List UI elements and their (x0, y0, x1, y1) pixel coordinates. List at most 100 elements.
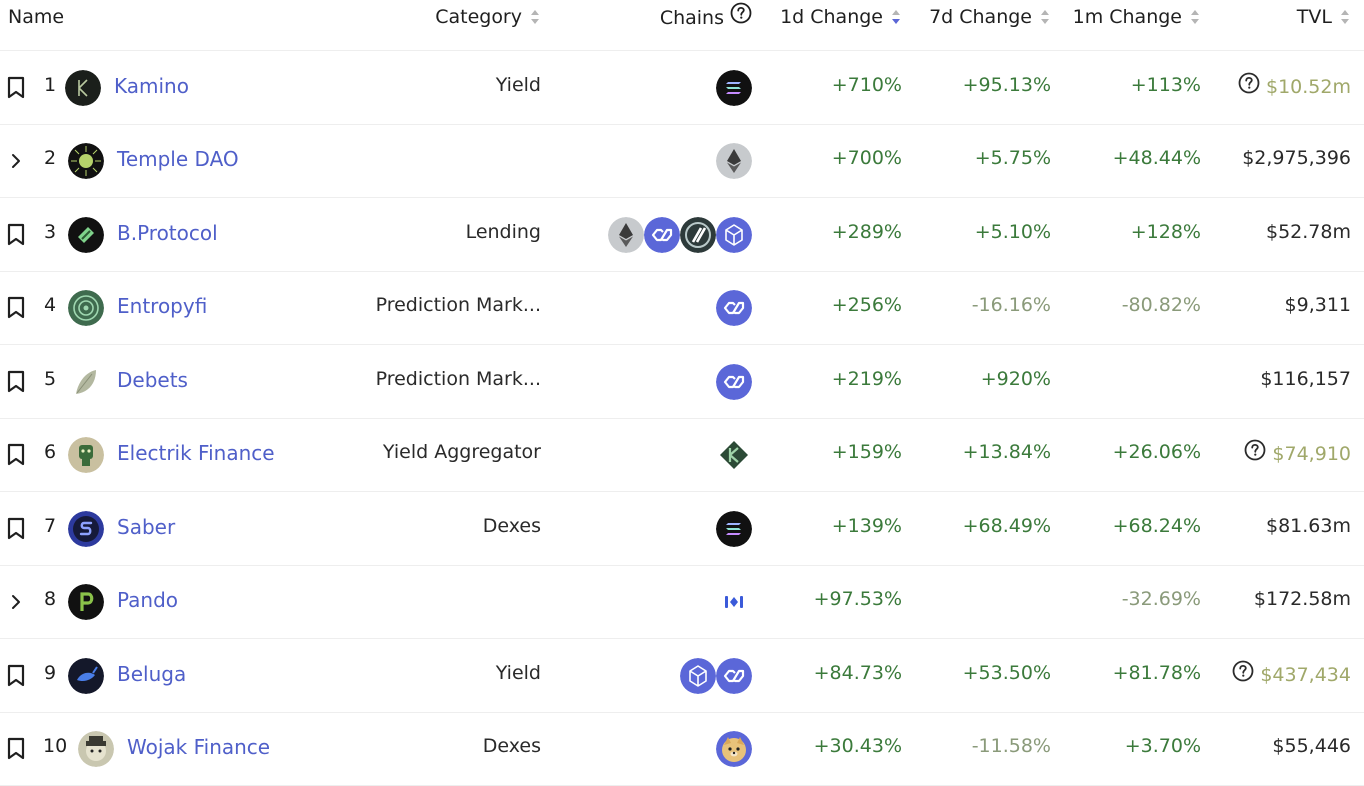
ethereum-chain-icon[interactable] (716, 143, 752, 179)
fantom-chain-icon[interactable] (716, 217, 752, 253)
protocol-name-link[interactable]: Temple DAO (117, 147, 239, 171)
bookmark-icon[interactable] (6, 517, 26, 541)
change-1m: +128% (1130, 221, 1201, 243)
tvl-cell: $116,157 (1260, 368, 1351, 390)
chevron-right-icon[interactable] (6, 149, 26, 173)
table-row[interactable]: 7 Saber Dexes +139% +68.49% +68.24% $81.63m (0, 492, 1364, 566)
protocol-name-link[interactable]: Pando (117, 588, 179, 612)
change-1d: +84.73% (813, 662, 902, 684)
help-circle-icon[interactable] (730, 2, 752, 31)
table-row[interactable]: 10 Wojak Finance Dexes +30.43% -11.58% +3.70%… (0, 712, 1364, 786)
chains-cell (716, 290, 752, 326)
polygon-chain-icon[interactable] (716, 290, 752, 326)
sort-icon[interactable] (1190, 9, 1200, 25)
protocol-name-link[interactable]: Entropyfi (117, 294, 208, 318)
tvl-cell: $437,434 (1232, 660, 1351, 689)
table-row[interactable]: 4 Entropyfi Prediction Mark... +256% -16.16%… (0, 271, 1364, 345)
change-7d: +13.84% (962, 441, 1051, 463)
sort-icon[interactable] (530, 9, 540, 25)
chains-cell (716, 364, 752, 400)
table-row[interactable]: 1 Kamino Yield +710% +95.13% +113% $10.52m (0, 51, 1364, 125)
change-1m: +68.24% (1112, 515, 1201, 537)
tvl-value: $81.63m (1266, 515, 1351, 537)
change-1m: +26.06% (1112, 441, 1201, 463)
row-rank: 3 (44, 221, 57, 243)
help-circle-icon[interactable] (1238, 72, 1260, 99)
table-row[interactable]: 6 Electrik Finance Yield Aggregator +159% +1… (0, 418, 1364, 492)
header-tvl[interactable]: TVL (1297, 4, 1350, 30)
help-circle-icon[interactable] (1244, 439, 1266, 466)
change-1d: +97.53% (813, 588, 902, 610)
protocol-name-link[interactable]: Wojak Finance (127, 735, 271, 759)
category-cell: Prediction Mark... (375, 368, 541, 390)
mixin-chain-icon[interactable] (716, 584, 752, 620)
help-circle-icon[interactable] (1232, 660, 1254, 687)
bookmark-icon[interactable] (6, 223, 26, 247)
change-1m: +81.78% (1112, 662, 1201, 684)
header-7d-change[interactable]: 7d Change (929, 4, 1050, 30)
bookmark-icon[interactable] (6, 370, 26, 394)
change-7d: +5.10% (974, 221, 1051, 243)
bookmark-icon[interactable] (6, 664, 26, 688)
dogechain-chain-icon[interactable] (716, 731, 752, 767)
table-row[interactable]: 8 Pando +97.53% -32.69% $172.58m (0, 565, 1364, 639)
header-1m-change[interactable]: 1m Change (1073, 4, 1200, 30)
bookmark-icon[interactable] (6, 296, 26, 320)
change-1d: +700% (831, 147, 902, 169)
sort-icon[interactable] (891, 9, 901, 25)
change-7d: +920% (980, 368, 1051, 390)
solana-chain-icon[interactable] (716, 70, 752, 106)
sort-icon[interactable] (1340, 9, 1350, 25)
sort-icon[interactable] (1040, 9, 1050, 25)
kcc-chain-icon[interactable] (716, 437, 752, 473)
header-category[interactable]: Category (435, 4, 540, 30)
bookmark-icon[interactable] (6, 76, 26, 100)
protocol-logo (68, 511, 104, 547)
ethereum-chain-icon[interactable] (608, 217, 644, 253)
protocol-logo (68, 364, 104, 400)
row-rank: 7 (44, 515, 57, 537)
chevron-right-icon[interactable] (6, 590, 26, 614)
category-cell: Dexes (482, 735, 541, 757)
tvl-cell: $74,910 (1244, 439, 1351, 468)
protocol-name-link[interactable]: Kamino (114, 74, 189, 98)
tvl-cell: $10.52m (1238, 72, 1351, 101)
change-7d: +5.75% (974, 147, 1051, 169)
change-1d: +256% (831, 294, 902, 316)
polygon-chain-icon[interactable] (644, 217, 680, 253)
polygon-chain-icon[interactable] (716, 658, 752, 694)
bookmark-icon[interactable] (6, 443, 26, 467)
protocol-name-link[interactable]: B.Protocol (117, 221, 218, 245)
table-row[interactable]: 5 Debets Prediction Mark... +219% +920% $116,… (0, 345, 1364, 419)
table-row[interactable]: 9 Beluga Yield +84.73% +53.50% +81.78% $437,43… (0, 639, 1364, 713)
arbitrum-chain-icon[interactable] (680, 217, 716, 253)
tvl-cell: $81.63m (1266, 515, 1351, 537)
chains-cell (716, 584, 752, 620)
protocol-name-link[interactable]: Electrik Finance (117, 441, 275, 465)
protocol-name-link[interactable]: Saber (117, 515, 176, 539)
table-row[interactable]: 2 Temple DAO +700% +5.75% +48.44% $2,975,396 (0, 124, 1364, 198)
table-row[interactable]: 3 B.Protocol Lending +289% +5.10% +128% $52.78… (0, 198, 1364, 272)
polygon-chain-icon[interactable] (716, 364, 752, 400)
protocol-name-link[interactable]: Debets (117, 368, 188, 392)
header-1d-change[interactable]: 1d Change (780, 4, 901, 30)
table-header: Name Category Chains 1d Change 7d Change… (0, 0, 1364, 51)
chains-cell (608, 217, 752, 253)
row-rank: 5 (44, 368, 57, 390)
category-cell: Lending (465, 221, 541, 243)
header-chains: Chains (660, 2, 752, 31)
category-cell: Yield (495, 74, 541, 96)
row-rank: 9 (44, 662, 57, 684)
header-name: Name (8, 6, 65, 28)
change-1d: +710% (831, 74, 902, 96)
bookmark-icon[interactable] (6, 737, 26, 761)
change-1d: +139% (831, 515, 902, 537)
change-7d: +68.49% (962, 515, 1051, 537)
change-1d: +159% (831, 441, 902, 463)
chains-cell (680, 658, 752, 694)
solana-chain-icon[interactable] (716, 511, 752, 547)
row-rank: 8 (44, 588, 57, 610)
fantom-chain-icon[interactable] (680, 658, 716, 694)
protocol-name-link[interactable]: Beluga (117, 662, 187, 686)
